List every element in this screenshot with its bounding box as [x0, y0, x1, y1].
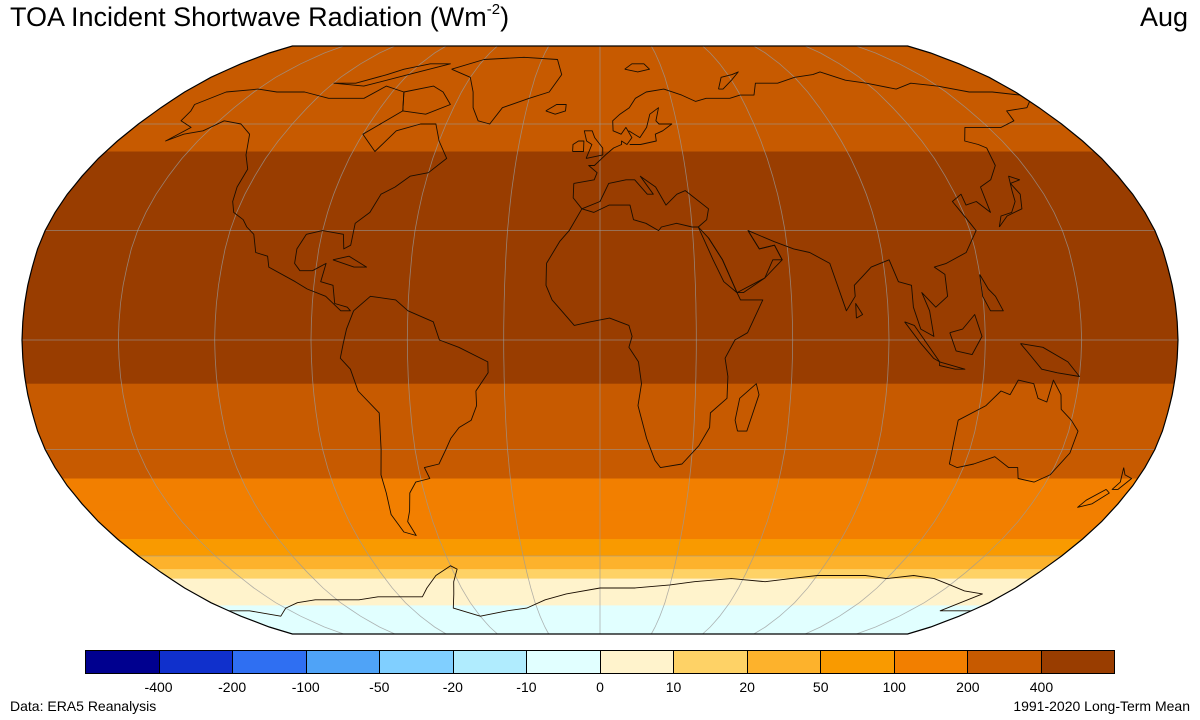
- colorbar-tick-label: -50: [369, 679, 390, 695]
- coastline-antarctica: [228, 565, 983, 617]
- colorbar-swatch: [233, 651, 307, 673]
- coastline-iceland: [545, 104, 567, 115]
- coastline-novaya-zemlya: [718, 71, 739, 90]
- coastline-south-america: [339, 295, 489, 536]
- colorbar-swatch: [306, 651, 380, 673]
- coastline-new-zealand-n: [1111, 467, 1133, 490]
- period-label: 1991-2020 Long-Term Mean: [1013, 698, 1190, 714]
- data-source: Data: ERA5 Reanalysis: [10, 698, 157, 714]
- colorbar-tick-label: -20: [442, 679, 463, 695]
- colorbar-tick-label: 200: [956, 679, 980, 695]
- coastline-cuba: [332, 255, 368, 268]
- colorbar-swatch: [968, 651, 1042, 673]
- coastline-arabia-red-sea: [708, 230, 783, 294]
- graticule: [22, 46, 1178, 634]
- coastline-sumatra: [904, 321, 941, 363]
- colorbar-swatch: [674, 651, 748, 673]
- colorbar-tick-label: 100: [882, 679, 906, 695]
- colorbar-tick-label: 10: [665, 679, 682, 695]
- colorbar-swatch: [453, 651, 527, 673]
- coastline-africa: [545, 204, 764, 469]
- title-text: TOA Incident Shortwave Radiation (Wm: [10, 2, 487, 32]
- title-close-paren: ): [500, 2, 510, 32]
- title-unit-exponent: -2: [486, 1, 501, 18]
- coastline-scandinavia-baltic: [628, 107, 673, 145]
- colorbar-swatch: [894, 651, 968, 673]
- colorbar-swatch: [747, 651, 821, 673]
- coastline-borneo: [949, 314, 983, 356]
- colorbar: [85, 650, 1115, 674]
- coastline-greenland: [451, 56, 563, 125]
- map-outline: [21, 45, 1179, 635]
- coastline-sri-lanka: [855, 303, 864, 319]
- coastline-great-britain: [583, 130, 604, 159]
- coastline-arctic-islands: [333, 63, 451, 87]
- coastlines: [165, 56, 1133, 617]
- colorbar-swatch: [527, 651, 601, 673]
- coastline-svalbard: [624, 63, 650, 73]
- coastline-philippines: [979, 274, 1004, 312]
- coastline-baffin-island: [402, 85, 451, 115]
- coastline-madagascar: [734, 383, 760, 432]
- colorbar-tick-label: -400: [144, 679, 173, 695]
- colorbar-tick-label: -10: [516, 679, 537, 695]
- colorbar-swatch: [159, 651, 233, 673]
- coastline-japan: [998, 175, 1023, 228]
- colorbar-tick-label: 400: [1029, 679, 1054, 695]
- colorbar-swatch: [380, 651, 454, 673]
- world-map: [21, 45, 1179, 635]
- coastline-north-america: [165, 85, 448, 312]
- map-title: TOA Incident Shortwave Radiation (Wm-2): [10, 1, 510, 33]
- colorbar-tick-label: 0: [596, 679, 604, 695]
- coastline-ireland: [572, 140, 585, 152]
- coastline-new-guinea: [1020, 343, 1080, 377]
- colorbar-swatch: [86, 651, 160, 673]
- colorbar-tick-label: -100: [291, 679, 320, 695]
- colorbar-swatch: [821, 651, 895, 673]
- colorbar-tick-label: 50: [812, 679, 829, 695]
- month-label: Aug: [1139, 2, 1188, 32]
- colorbar-tick-label: -200: [218, 679, 247, 695]
- coastline-australia: [948, 379, 1079, 483]
- colorbar-swatch: [600, 651, 674, 673]
- colorbar-tick-label: 20: [739, 679, 755, 695]
- coastline-new-zealand-s: [1077, 489, 1110, 508]
- coastline-java: [939, 361, 966, 370]
- colorbar-swatch: [1041, 651, 1114, 673]
